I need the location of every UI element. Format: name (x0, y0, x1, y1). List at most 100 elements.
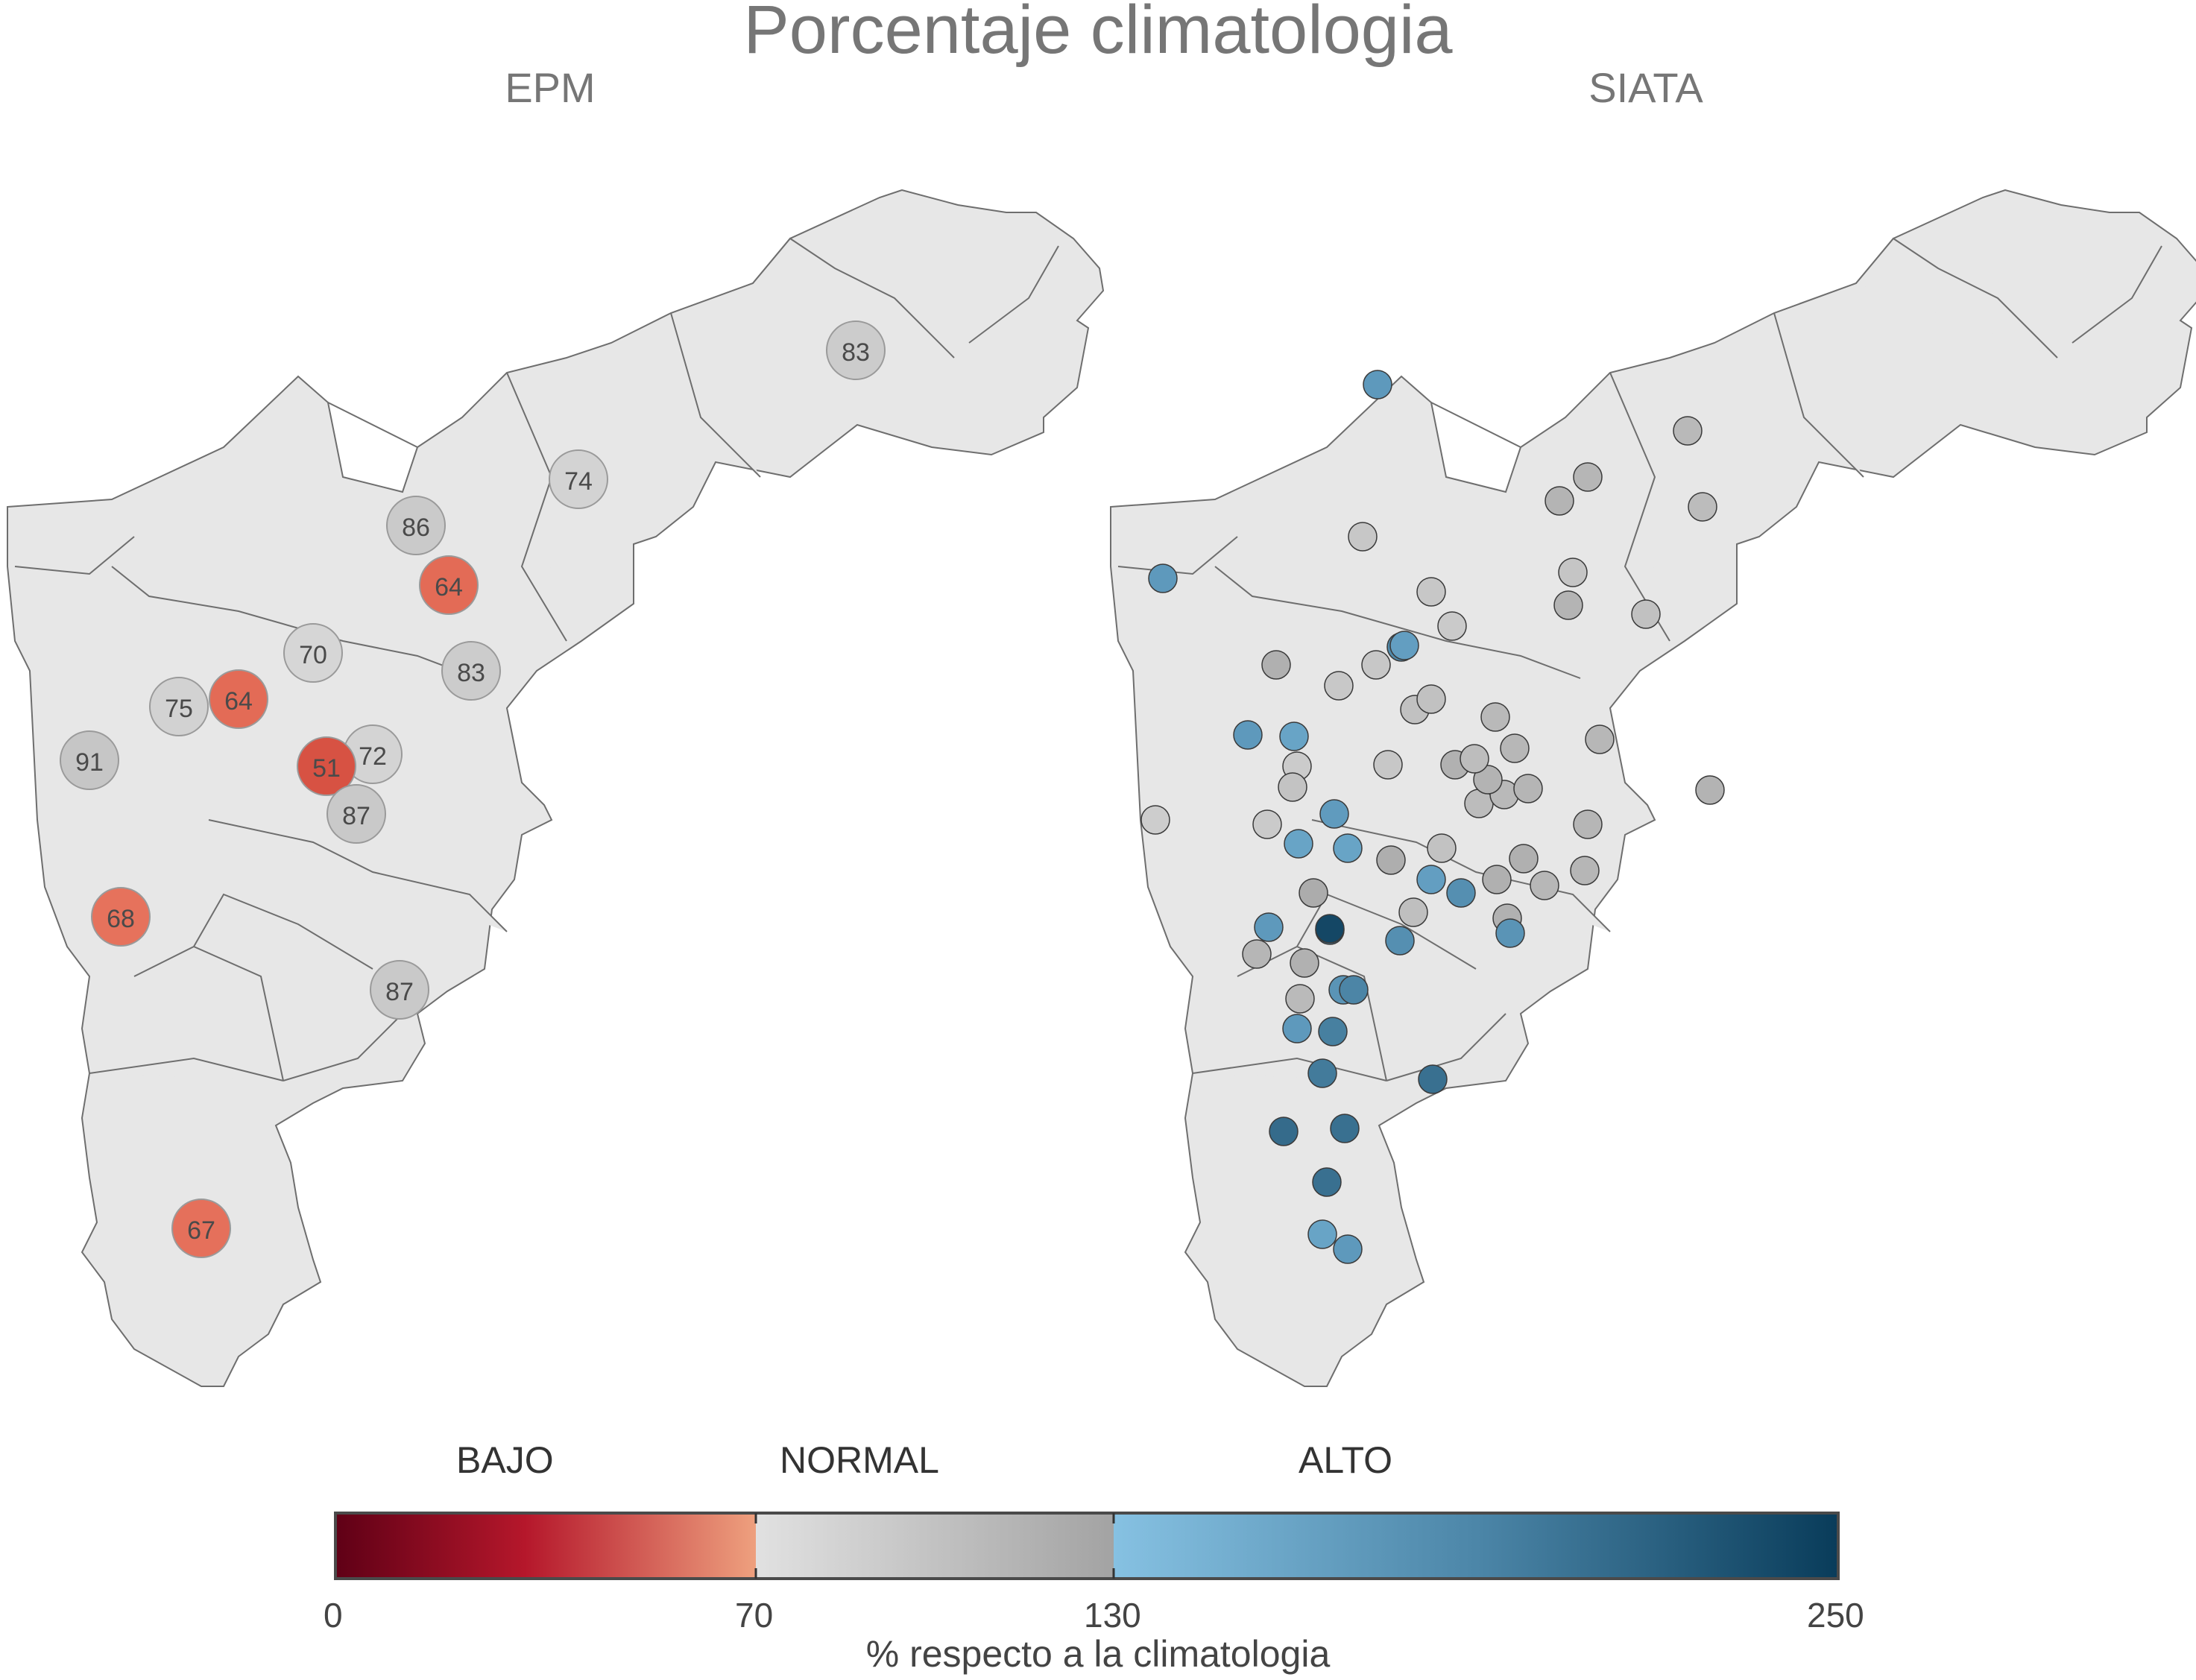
colorbar-category-normal: NORMAL (780, 1439, 939, 1481)
epm-station-circle (60, 730, 119, 790)
siata-station-marker (1254, 912, 1284, 942)
panel-title-siata: SIATA (1588, 64, 1703, 111)
epm-station-label: 64 (224, 687, 253, 716)
siata-station-marker (1252, 809, 1282, 839)
colorbar-segment-alto (1114, 1513, 1838, 1579)
epm-station-circle (549, 449, 608, 509)
siata-station-marker (1312, 1167, 1342, 1197)
epm-station-label: 75 (165, 695, 193, 723)
siata-station-marker (1363, 370, 1392, 400)
siata-station-marker (1333, 833, 1363, 863)
siata-station-marker (1446, 878, 1476, 908)
epm-station-circle (441, 641, 501, 701)
epm-station-marker: 64 (209, 669, 268, 729)
siata-station-marker (1509, 844, 1539, 874)
siata-station-marker (1330, 1114, 1360, 1143)
siata-station-marker (1585, 724, 1615, 754)
siata-station-marker (1513, 774, 1543, 803)
siata-station-marker (1282, 1014, 1312, 1043)
siata-station-marker (1695, 775, 1725, 805)
siata-station-marker (1673, 416, 1703, 446)
epm-station-circle (826, 320, 886, 380)
colorbar-tick-label: 130 (1084, 1596, 1141, 1635)
siata-station-marker (1688, 492, 1717, 522)
colorbar-axis-label: % respecto a la climatologia (865, 1633, 1331, 1675)
siata-station-marker (1427, 833, 1457, 863)
epm-station-circle (370, 960, 429, 1020)
epm-station-label: 83 (842, 338, 870, 367)
epm-station-marker: 70 (283, 623, 343, 683)
colorbar-category-alto: ALTO (1299, 1439, 1392, 1481)
siata-station-marker (1553, 590, 1583, 620)
siata-station-marker (1333, 1234, 1363, 1264)
colorbar-segment-bajo (335, 1513, 756, 1579)
siata-station-marker (1416, 577, 1446, 607)
epm-station-circle (297, 736, 356, 796)
epm-station-marker: 91 (60, 730, 119, 790)
epm-station-label: 70 (299, 641, 327, 669)
epm-station-marker: 67 (171, 1199, 231, 1258)
epm-station-label: 72 (359, 742, 387, 771)
siata-station-marker (1570, 856, 1600, 885)
siata-station-marker (1416, 684, 1446, 714)
siata-station-marker (1284, 829, 1313, 859)
siata-station-marker (1307, 1219, 1337, 1249)
epm-station-label: 67 (187, 1216, 215, 1245)
siata-station-marker (1545, 486, 1574, 516)
siata-station-marker (1290, 948, 1319, 978)
epm-station-circle (149, 677, 209, 736)
siata-station-marker (1416, 865, 1446, 894)
colorbar-segment-normal (756, 1513, 1114, 1579)
epm-station-marker: 74 (549, 449, 608, 509)
epm-station-marker: 64 (419, 555, 479, 615)
epm-station-label: 91 (75, 748, 104, 777)
siata-station-marker (1324, 671, 1354, 701)
siata-station-marker (1339, 975, 1369, 1005)
siata-station-marker (1573, 809, 1603, 839)
siata-region-shape (1110, 189, 2196, 1387)
siata-station-marker (1460, 744, 1489, 774)
siata-station-marker (1480, 702, 1510, 732)
colorbar-tick-label: 250 (1807, 1596, 1864, 1635)
siata-station-marker (1278, 772, 1307, 802)
siata-station-marker (1285, 984, 1315, 1014)
epm-station-marker: 83 (441, 641, 501, 701)
epm-station-circle (91, 887, 151, 947)
epm-station-circle (283, 623, 343, 683)
colorbar-category-bajo: BAJO (456, 1439, 554, 1481)
siata-map (1110, 189, 2196, 1387)
siata-station-marker (1261, 650, 1291, 680)
siata-station-marker (1500, 733, 1530, 763)
colorbar (334, 1512, 1840, 1580)
epm-station-label: 51 (312, 754, 341, 783)
siata-station-marker (1631, 599, 1661, 629)
epm-station-marker: 68 (91, 887, 151, 947)
siata-station-marker (1242, 939, 1272, 969)
siata-station-marker (1495, 918, 1525, 948)
page-title: Porcentaje climatologia (743, 0, 1453, 68)
epm-station-marker: 87 (326, 784, 386, 844)
colorbar-tick-label: 70 (735, 1596, 774, 1635)
epm-station-circle (209, 669, 268, 729)
siata-station-marker (1299, 878, 1328, 908)
epm-station-label: 87 (385, 978, 414, 1006)
panel-title-epm: EPM (505, 64, 596, 111)
epm-map (7, 189, 1104, 1387)
siata-station-marker (1148, 563, 1178, 593)
siata-station-marker (1233, 720, 1263, 750)
siata-station-marker (1361, 650, 1391, 680)
epm-station-circle (171, 1199, 231, 1258)
siata-station-marker (1315, 914, 1345, 944)
epm-station-circle (326, 784, 386, 844)
epm-station-marker: 75 (149, 677, 209, 736)
epm-station-label: 74 (564, 467, 593, 496)
epm-station-label: 83 (457, 659, 485, 687)
siata-station-marker (1530, 871, 1559, 900)
siata-station-marker (1573, 462, 1603, 492)
siata-station-marker (1418, 1064, 1448, 1094)
epm-station-marker: 86 (386, 496, 446, 555)
siata-station-marker (1437, 611, 1467, 641)
siata-station-marker (1140, 805, 1170, 835)
colorbar-tick-label: 0 (324, 1596, 343, 1635)
